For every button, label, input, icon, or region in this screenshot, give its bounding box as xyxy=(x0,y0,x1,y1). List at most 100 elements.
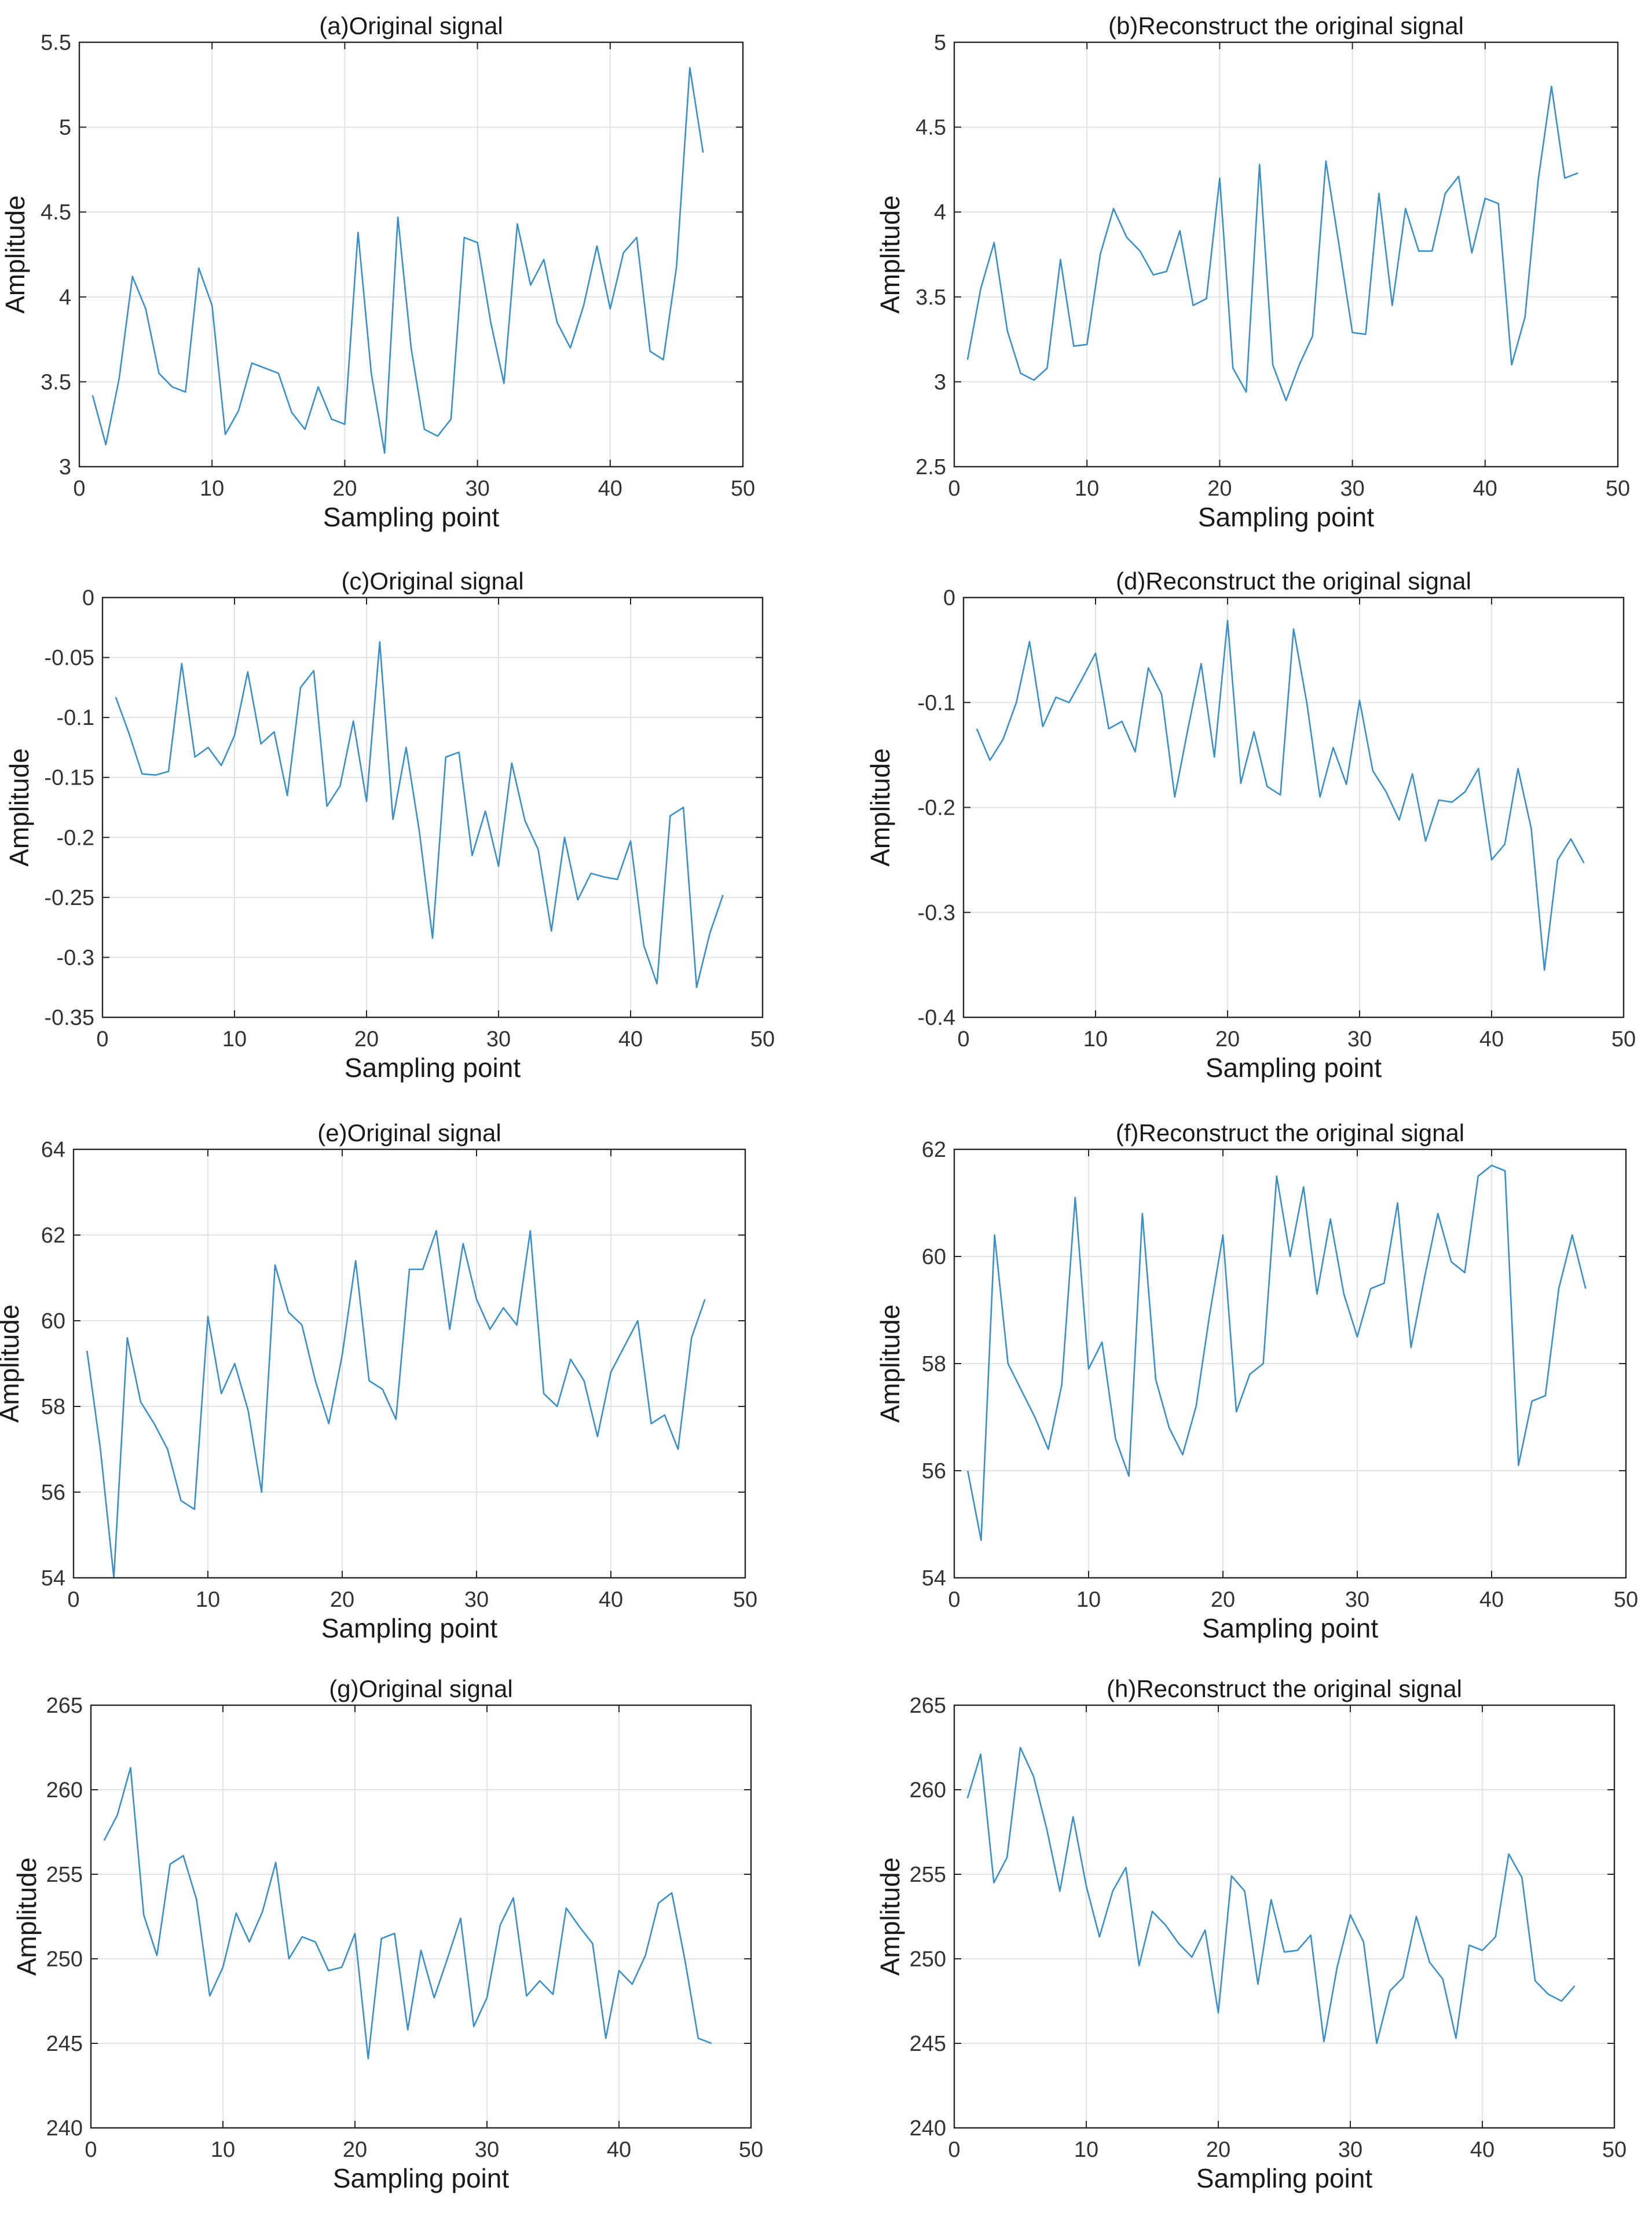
y-tick-label-h: 240 xyxy=(910,2116,946,2141)
axes-frame-g xyxy=(90,1704,752,2129)
y-tick-label-g: 265 xyxy=(46,1694,83,1718)
signal-line-h xyxy=(966,1746,1576,2045)
chart-title-h: (h)Reconstruct the original signal xyxy=(1107,1675,1462,1702)
chart-title-a: (a)Original signal xyxy=(319,12,503,39)
x-tick-label-c: 30 xyxy=(486,1027,511,1051)
y-tick-label-b: 4 xyxy=(934,200,946,225)
x-tick-label-h: 30 xyxy=(1338,2138,1362,2162)
y-tick-label-a: 5 xyxy=(59,116,71,140)
y-axis-label-f: Amplitude xyxy=(875,1305,905,1423)
x-tick-label-h: 40 xyxy=(1470,2138,1495,2162)
y-tick-label-c: -0.1 xyxy=(57,706,94,730)
plot-area-b xyxy=(954,42,1618,467)
panel-b: 0 10 20 30 40 50 2.5 3 3.5 4 4.5 5 (b)Reconstruct th… xyxy=(875,12,1630,532)
signal-line-g xyxy=(103,1767,712,2060)
y-tick-label-c: -0.3 xyxy=(57,946,94,970)
y-tick-label-f: 58 xyxy=(922,1352,946,1376)
x-tick-label-d: 40 xyxy=(1479,1027,1504,1051)
chart-title-c: (c)Original signal xyxy=(341,567,523,595)
x-tick-label-b: 10 xyxy=(1075,477,1099,501)
x-tick-label-h: 20 xyxy=(1206,2138,1230,2162)
plot-area-e xyxy=(74,1149,745,1578)
x-tick-label-e: 40 xyxy=(599,1588,623,1612)
x-tick-label-e: 50 xyxy=(733,1588,757,1612)
y-tick-label-a: 5.5 xyxy=(41,31,71,55)
axes-frame-c xyxy=(101,596,764,1018)
y-tick-label-d: -0.4 xyxy=(918,1006,955,1030)
y-tick-label-g: 250 xyxy=(46,1947,83,1972)
plot-area-c xyxy=(102,598,763,1017)
y-tick-label-g: 245 xyxy=(46,2032,83,2056)
x-tick-label-b: 30 xyxy=(1340,477,1364,501)
signal-line-e xyxy=(86,1230,706,1579)
y-tick-label-f: 60 xyxy=(922,1245,946,1269)
y-axis-label-a: Amplitude xyxy=(0,195,30,314)
y-tick-label-g: 255 xyxy=(46,1863,83,1887)
x-axis-label-h: Sampling point xyxy=(1196,2163,1373,2193)
x-tick-label-d: 50 xyxy=(1611,1027,1636,1051)
signal-line-b xyxy=(966,85,1578,402)
x-tick-label-h: 10 xyxy=(1074,2138,1098,2162)
x-axis-label-d: Sampling point xyxy=(1206,1053,1382,1083)
x-axis-label-f: Sampling point xyxy=(1202,1613,1379,1643)
panel-a: 0 10 20 30 40 50 3 3.5 4 4.5 5 5.5 (a)Original signa… xyxy=(0,12,755,532)
x-tick-label-a: 40 xyxy=(598,477,622,501)
y-tick-label-f: 54 xyxy=(922,1566,946,1591)
y-tick-label-a: 4.5 xyxy=(41,200,71,225)
x-tick-label-e: 20 xyxy=(330,1588,354,1612)
x-tick-label-c: 10 xyxy=(222,1027,247,1051)
y-tick-label-d: -0.2 xyxy=(918,796,955,820)
panel-h: 0 10 20 30 40 50 240 245 250 255 260 265 (h)Reconstr… xyxy=(875,1675,1627,2193)
y-axis-label-d: Amplitude xyxy=(865,748,895,867)
y-tick-label-e: 54 xyxy=(41,1566,65,1591)
x-tick-label-d: 20 xyxy=(1215,1027,1240,1051)
y-tick-label-f: 56 xyxy=(922,1459,946,1483)
x-tick-label-f: 50 xyxy=(1614,1588,1638,1612)
y-tick-label-b: 4.5 xyxy=(915,116,946,140)
x-tick-label-g: 30 xyxy=(475,2138,499,2162)
x-tick-label-f: 0 xyxy=(948,1588,960,1612)
x-tick-label-d: 10 xyxy=(1083,1027,1108,1051)
signal-line-c xyxy=(115,641,724,988)
x-tick-label-e: 0 xyxy=(67,1588,79,1612)
x-tick-label-e: 10 xyxy=(196,1588,220,1612)
x-axis-label-c: Sampling point xyxy=(345,1053,521,1083)
x-tick-label-d: 30 xyxy=(1347,1027,1372,1051)
chart-title-f: (f)Reconstruct the original signal xyxy=(1116,1119,1464,1146)
y-tick-label-c: -0.05 xyxy=(44,646,94,671)
x-tick-label-f: 20 xyxy=(1211,1588,1235,1612)
y-axis-label-b: Amplitude xyxy=(875,195,905,314)
x-tick-label-a: 50 xyxy=(731,477,755,501)
y-tick-label-a: 4 xyxy=(59,285,71,310)
y-tick-label-d: -0.1 xyxy=(918,691,955,715)
y-tick-label-c: -0.25 xyxy=(44,886,94,910)
chart-title-d: (d)Reconstruct the original signal xyxy=(1116,567,1471,595)
y-tick-label-e: 56 xyxy=(41,1481,65,1505)
y-tick-label-h: 250 xyxy=(910,1947,946,1972)
chart-title-g: (g)Original signal xyxy=(329,1675,512,1702)
x-tick-label-b: 50 xyxy=(1606,477,1630,501)
x-tick-label-a: 30 xyxy=(465,477,489,501)
y-axis-label-g: Amplitude xyxy=(12,1857,42,1976)
panel-g: 0 10 20 30 40 50 240 245 250 255 260 265 (g)Original… xyxy=(12,1675,763,2193)
plot-area-h xyxy=(954,1705,1614,2128)
y-tick-label-h: 265 xyxy=(910,1694,946,1718)
x-tick-label-g: 20 xyxy=(343,2138,367,2162)
plot-area-g xyxy=(91,1705,751,2128)
x-tick-label-a: 20 xyxy=(332,477,357,501)
y-tick-label-b: 3.5 xyxy=(915,285,946,310)
y-tick-label-c: 0 xyxy=(82,586,94,610)
chart-title-e: (e)Original signal xyxy=(317,1119,501,1146)
y-tick-label-e: 64 xyxy=(41,1138,65,1162)
axes-frame-b xyxy=(953,41,1619,468)
axes-frame-e xyxy=(72,1148,746,1579)
panel-e: 0 10 20 30 40 50 54 56 58 60 62 64 (e)Original signa… xyxy=(0,1119,757,1643)
x-tick-label-f: 10 xyxy=(1076,1588,1101,1612)
x-tick-label-g: 50 xyxy=(739,2138,763,2162)
x-tick-label-h: 50 xyxy=(1602,2138,1627,2162)
x-axis-label-a: Sampling point xyxy=(323,502,500,532)
y-axis-label-c: Amplitude xyxy=(4,748,34,867)
plot-area-a xyxy=(79,42,743,467)
x-tick-label-c: 50 xyxy=(750,1027,775,1051)
